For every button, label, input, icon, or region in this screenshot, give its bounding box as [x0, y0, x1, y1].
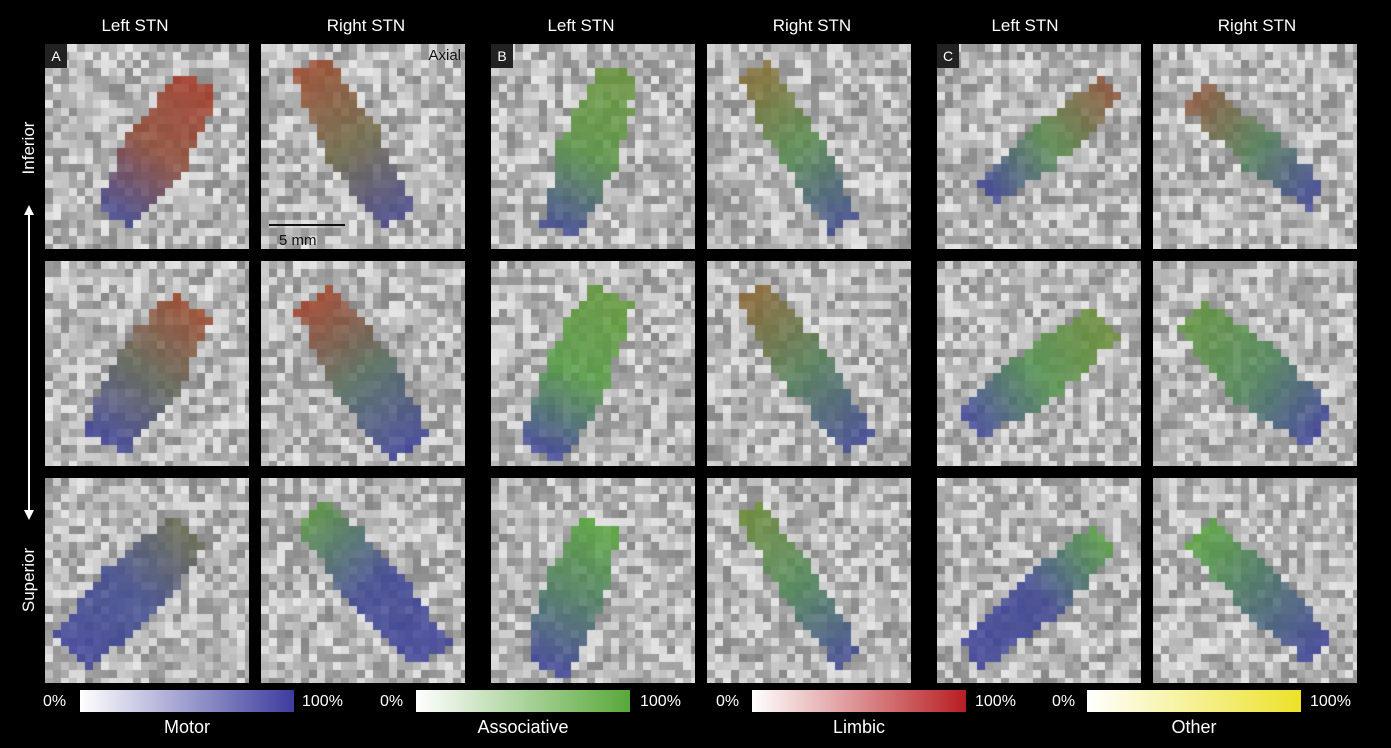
panel-c-right-middle — [1153, 261, 1357, 466]
motor-label: Motor — [163, 717, 210, 737]
axial-label: Axial — [428, 47, 461, 64]
panel-b-left-inferior: B — [491, 44, 695, 249]
panel-letter-a: A — [45, 44, 67, 68]
mri-patch — [45, 261, 249, 466]
motor-min-label: 0% — [43, 693, 67, 710]
associative-colorbar — [416, 690, 630, 712]
mri-patch — [491, 261, 695, 466]
mri-patch — [1153, 261, 1357, 466]
panel-c-right-inferior — [1153, 44, 1357, 249]
mri-patch — [937, 44, 1141, 249]
mri-patch — [707, 261, 911, 466]
column-header-right-stn-c: Right STN — [1217, 16, 1297, 35]
panel-b-left-middle — [491, 261, 695, 466]
column-header-left-stn-a: Left STN — [101, 16, 169, 35]
mri-patch — [937, 478, 1141, 683]
limbic-label: Limbic — [832, 717, 885, 737]
panel-b-right-superior — [707, 478, 911, 683]
other-label: Other — [1171, 717, 1217, 737]
panel-a-right-inferior: Axial 5 mm — [261, 44, 465, 249]
mri-patch — [707, 478, 911, 683]
motor-max-label: 100% — [302, 693, 343, 710]
panel-b-right-middle — [707, 261, 911, 466]
mri-patch — [491, 478, 695, 683]
panel-letter-b: B — [491, 44, 513, 68]
mri-patch — [1153, 44, 1357, 249]
column-header-left-stn-b: Left STN — [547, 16, 615, 35]
panel-c-right-superior — [1153, 478, 1357, 683]
associative-min-label: 0% — [380, 693, 404, 710]
panel-a-right-superior — [261, 478, 465, 683]
other-colorbar — [1087, 690, 1301, 712]
panel-c-left-middle — [937, 261, 1141, 466]
mri-patch — [491, 44, 695, 249]
panel-letter-c: C — [937, 44, 959, 68]
inferior-superior-arrow — [24, 205, 34, 520]
other-max-label: 100% — [1310, 693, 1351, 710]
panel-c-left-inferior: C — [937, 44, 1141, 249]
limbic-colorbar — [752, 690, 966, 712]
mri-patch — [707, 44, 911, 249]
associative-max-label: 100% — [640, 693, 681, 710]
panel-a-left-inferior: A — [45, 44, 249, 249]
panel-a-left-superior — [45, 478, 249, 683]
mri-patch — [937, 261, 1141, 466]
scale-bar — [269, 224, 345, 226]
limbic-max-label: 100% — [975, 693, 1016, 710]
column-header-right-stn-b: Right STN — [772, 16, 852, 35]
scale-bar-label: 5 mm — [279, 232, 317, 249]
panel-b-right-inferior — [707, 44, 911, 249]
mri-patch — [45, 478, 249, 683]
superior-label: Superior — [19, 547, 38, 613]
mri-patch — [45, 44, 249, 249]
column-header-left-stn-c: Left STN — [991, 16, 1059, 35]
column-header-right-stn-a: Right STN — [326, 16, 406, 35]
mri-patch — [261, 478, 465, 683]
panel-b-left-superior — [491, 478, 695, 683]
panel-a-right-middle — [261, 261, 465, 466]
panel-a-left-middle — [45, 261, 249, 466]
inferior-label: Inferior — [19, 121, 38, 175]
associative-label: Associative — [477, 717, 569, 737]
other-min-label: 0% — [1052, 693, 1076, 710]
panel-c-left-superior — [937, 478, 1141, 683]
motor-colorbar — [80, 690, 294, 712]
mri-patch — [1153, 478, 1357, 683]
mri-patch — [261, 44, 465, 249]
limbic-min-label: 0% — [716, 693, 740, 710]
mri-patch — [261, 261, 465, 466]
